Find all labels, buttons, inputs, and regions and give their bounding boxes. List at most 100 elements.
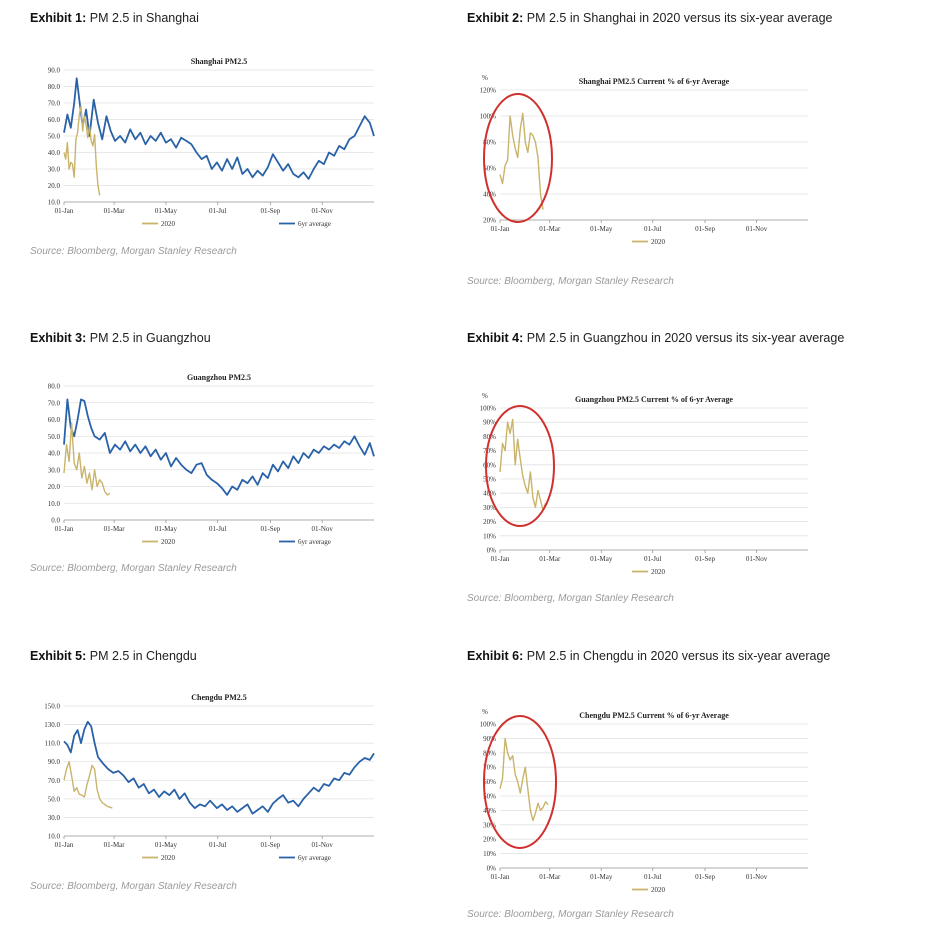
exhibit-5-title: Exhibit 5: PM 2.5 in Chengdu <box>30 649 197 663</box>
y-tick-label: 150.0 <box>44 703 60 711</box>
x-tick-label: 01-Mar <box>539 555 561 563</box>
guangzhou-pct-of-average-chart: Guangzhou PM2.5 Current % of 6-yr Averag… <box>480 392 808 576</box>
y-tick-label: 10% <box>483 532 496 540</box>
exhibit-2-source: Source: Bloomberg, Morgan Stanley Resear… <box>467 276 674 287</box>
legend-label: 2020 <box>161 220 176 228</box>
shanghai-pct-of-average-chart: Shanghai PM2.5 Current % of 6-yr Average… <box>480 74 808 246</box>
exhibit-4-title: Exhibit 4: PM 2.5 in Guangzhou in 2020 v… <box>467 331 845 345</box>
chart-title: Shanghai PM2.5 Current % of 6-yr Average <box>579 77 730 86</box>
x-tick-label: 01-Mar <box>539 225 561 233</box>
y-tick-label: 100% <box>480 721 497 729</box>
y-tick-label: 60.0 <box>48 416 61 424</box>
y-tick-label: 90% <box>483 735 496 743</box>
y-tick-label: 90.0 <box>48 758 61 766</box>
x-tick-label: 01-Mar <box>539 873 561 881</box>
highlight-circle <box>485 405 555 527</box>
exhibit-3: Exhibit 3: PM 2.5 in Guangzhou <box>30 328 390 348</box>
y-tick-label: 40.0 <box>48 450 61 458</box>
y-tick-label: 70.0 <box>48 399 61 407</box>
x-tick-label: 01-Sep <box>695 873 715 881</box>
x-tick-label: 01-Jan <box>55 841 74 849</box>
chart-title: Chengdu PM2.5 <box>191 693 247 702</box>
exhibit-3-source: Source: Bloomberg, Morgan Stanley Resear… <box>30 563 237 574</box>
y-tick-label: 30.0 <box>48 814 61 822</box>
x-tick-label: 01-Jul <box>209 207 227 215</box>
exhibit-4-source: Source: Bloomberg, Morgan Stanley Resear… <box>467 593 674 604</box>
y-tick-label: 110.0 <box>45 740 61 748</box>
legend-label: 2020 <box>651 238 666 246</box>
y-tick-label: 20.0 <box>48 483 61 491</box>
y-tick-label: 30.0 <box>48 466 61 474</box>
x-tick-label: 01-Jul <box>209 841 227 849</box>
exhibit-5: Exhibit 5: PM 2.5 in Chengdu <box>30 646 390 666</box>
chart-title: Guangzhou PM2.5 Current % of 6-yr Averag… <box>575 395 733 404</box>
x-tick-label: 01-Jan <box>491 225 510 233</box>
highlight-circle <box>483 93 553 223</box>
shanghai-pm25-chart: Shanghai PM2.5 10.0 20.0 30.0 40.0 50.0 60.0 70… <box>48 57 375 228</box>
series-2020-line <box>63 105 101 196</box>
exhibit-6-source: Source: Bloomberg, Morgan Stanley Resear… <box>467 909 674 920</box>
y-tick-label: 80% <box>483 749 496 757</box>
y-tick-label: 90% <box>483 419 496 427</box>
x-tick-label: 01-Nov <box>746 873 768 881</box>
x-tick-label: 01-Sep <box>695 555 715 563</box>
x-tick-label: 01-Mar <box>104 207 126 215</box>
x-tick-label: 01-Jan <box>491 873 510 881</box>
y-tick-label: 60% <box>483 461 496 469</box>
y-tick-label: 50.0 <box>48 133 61 141</box>
x-tick-label: 01-Sep <box>695 225 715 233</box>
y-tick-label: 20% <box>483 518 496 526</box>
y-tick-label: 80.0 <box>48 383 61 391</box>
exhibit-2: Exhibit 2: PM 2.5 in Shanghai in 2020 ve… <box>467 8 847 28</box>
y-tick-label: 30% <box>483 821 496 829</box>
y-tick-label: 70.0 <box>48 777 61 785</box>
x-tick-label: 01-Nov <box>311 207 333 215</box>
legend-label: 2020 <box>161 538 176 546</box>
legend-label: 2020 <box>161 854 176 862</box>
x-tick-label: 01-May <box>155 841 178 849</box>
legend-label: 2020 <box>651 568 666 576</box>
x-tick-label: 01-Sep <box>260 525 280 533</box>
x-tick-label: 01-Mar <box>104 525 126 533</box>
y-unit-label: % <box>482 392 488 400</box>
y-tick-label: 70% <box>483 764 496 772</box>
y-unit-label: % <box>482 708 488 716</box>
series-6yr-average-line <box>63 77 375 180</box>
y-tick-label: 70% <box>483 447 496 455</box>
y-tick-label: 130.0 <box>44 721 60 729</box>
y-tick-label: 30.0 <box>48 166 61 174</box>
y-tick-label: 80.0 <box>48 83 61 91</box>
y-tick-label: 120% <box>480 87 497 95</box>
x-tick-label: 01-Sep <box>260 207 280 215</box>
legend-label: 6yr average <box>298 538 331 546</box>
x-tick-label: 01-Nov <box>746 555 768 563</box>
x-tick-label: 01-Jan <box>491 555 510 563</box>
x-tick-label: 01-Sep <box>260 841 280 849</box>
x-tick-label: 01-Nov <box>311 841 333 849</box>
exhibit-3-title: Exhibit 3: PM 2.5 in Guangzhou <box>30 331 211 345</box>
x-tick-label: 01-Jul <box>644 873 662 881</box>
exhibit-5-source: Source: Bloomberg, Morgan Stanley Resear… <box>30 881 237 892</box>
x-tick-label: 01-Nov <box>746 225 768 233</box>
x-tick-label: 01-Jan <box>55 207 74 215</box>
x-tick-label: 01-Mar <box>104 841 126 849</box>
y-tick-label: 30% <box>483 504 496 512</box>
exhibit-1-title: Exhibit 1: PM 2.5 in Shanghai <box>30 11 199 25</box>
y-tick-label: 20% <box>483 217 496 225</box>
y-tick-label: 10.0 <box>48 199 61 207</box>
exhibit-6: Exhibit 6: PM 2.5 in Chengdu in 2020 ver… <box>467 646 847 666</box>
y-tick-label: 60% <box>483 778 496 786</box>
x-tick-label: 01-Jul <box>644 225 662 233</box>
y-tick-label: 20% <box>483 836 496 844</box>
series-2020-line <box>499 418 547 511</box>
legend-label: 2020 <box>651 886 666 894</box>
legend-label: 6yr average <box>298 220 331 228</box>
x-tick-label: 01-May <box>590 873 613 881</box>
chart-title: Shanghai PM2.5 <box>191 57 247 66</box>
y-tick-label: 10% <box>483 850 496 858</box>
y-tick-label: 50.0 <box>48 433 61 441</box>
exhibit-2-title: Exhibit 2: PM 2.5 in Shanghai in 2020 ve… <box>467 11 833 25</box>
exhibit-4: Exhibit 4: PM 2.5 in Guangzhou in 2020 v… <box>467 328 847 348</box>
series-6yr-average-line <box>63 720 375 815</box>
chart-title: Chengdu PM2.5 Current % of 6-yr Average <box>579 711 729 720</box>
